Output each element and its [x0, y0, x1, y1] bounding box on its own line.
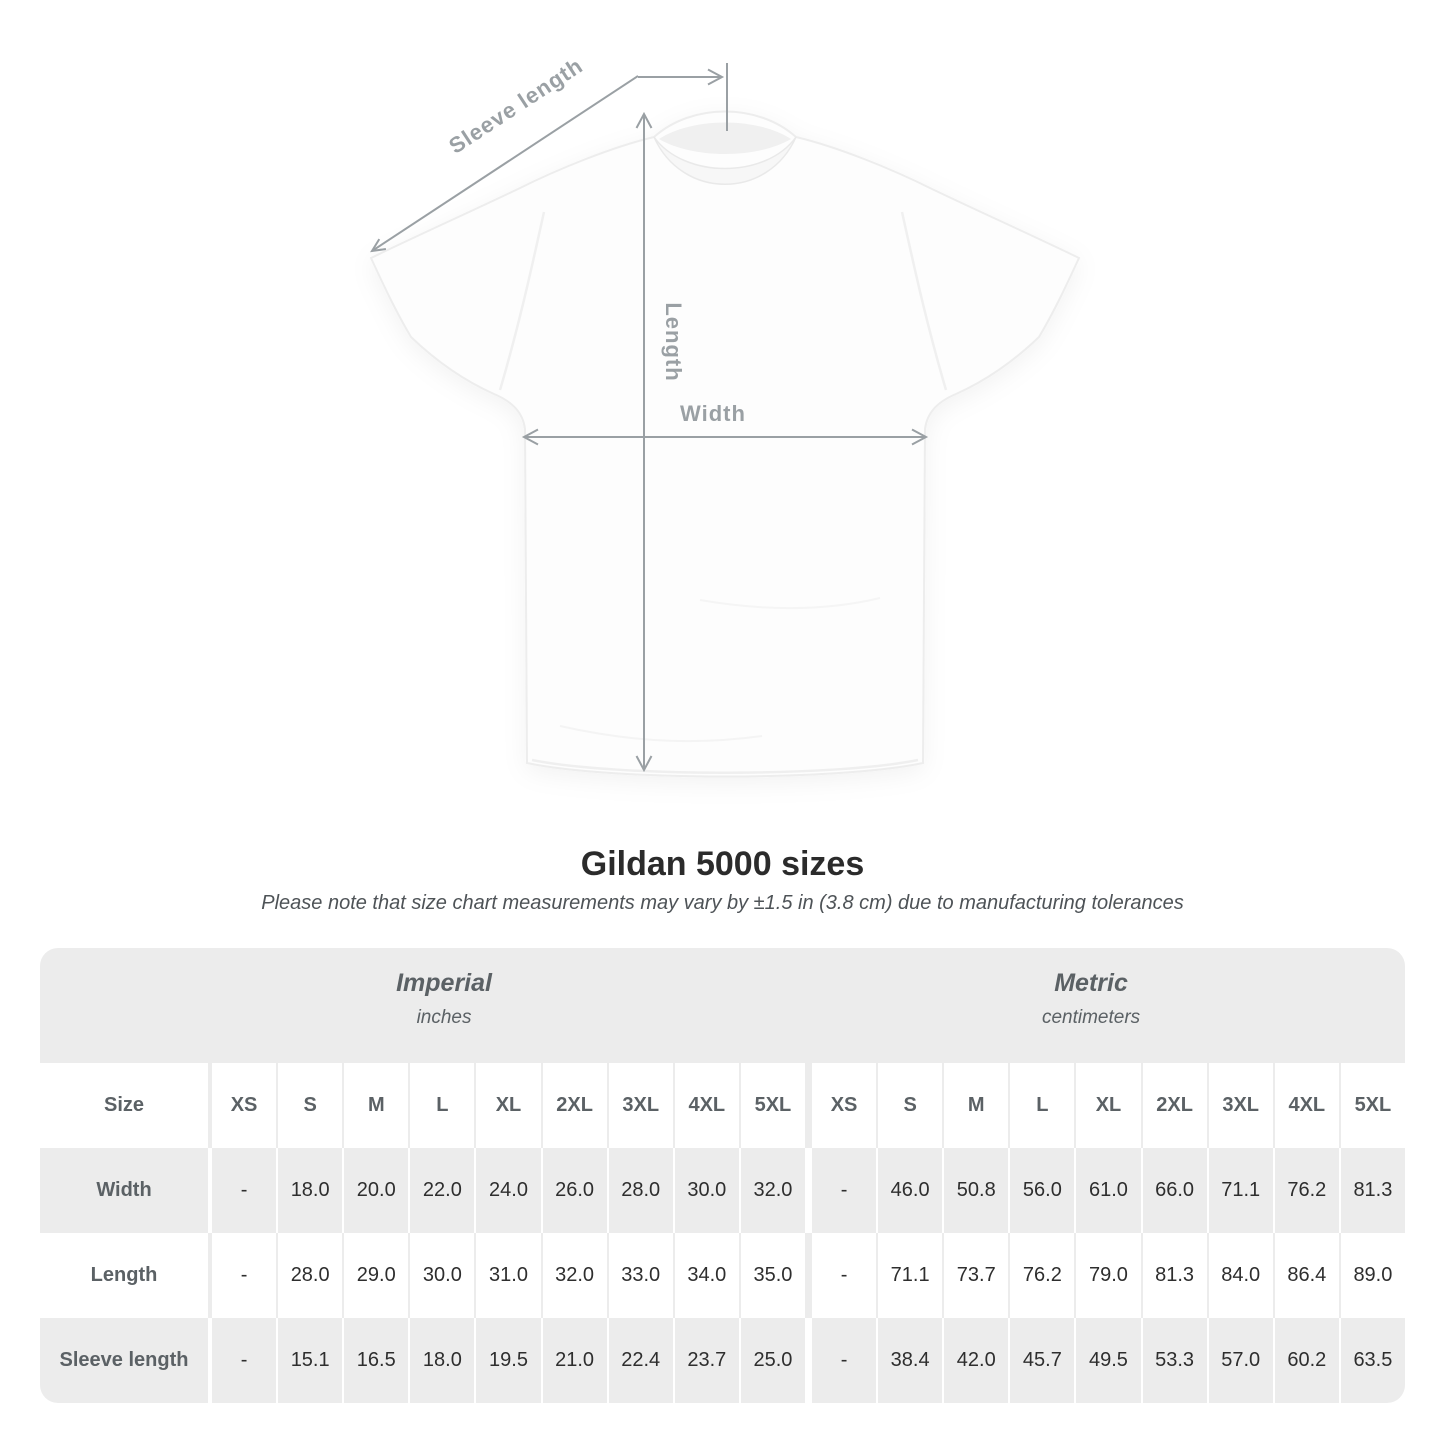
cell: 18.0 — [408, 1318, 474, 1403]
cell: 84.0 — [1206, 1233, 1273, 1318]
cell: 86.4 — [1272, 1233, 1339, 1318]
cell: - — [208, 1148, 276, 1233]
cell: 60.2 — [1272, 1318, 1339, 1403]
cell: 56.0 — [1008, 1148, 1074, 1233]
metric-title: Metric — [1054, 969, 1128, 997]
cell: 71.1 — [876, 1233, 942, 1318]
col-header: XL — [1074, 1063, 1140, 1148]
size-header-row: Size XS S M L XL 2XL 3XL 4XL 5XL XS S M … — [40, 1063, 1405, 1148]
cell: 66.0 — [1140, 1148, 1207, 1233]
cell: 33.0 — [606, 1233, 673, 1318]
cell: 31.0 — [474, 1233, 540, 1318]
col-header: M — [342, 1063, 408, 1148]
cell: 45.7 — [1008, 1318, 1074, 1403]
cell: 35.0 — [738, 1233, 805, 1318]
cell: 24.0 — [474, 1148, 540, 1233]
cell: - — [804, 1148, 876, 1233]
cell: 16.5 — [342, 1318, 408, 1403]
col-header: M — [942, 1063, 1008, 1148]
cell: 28.0 — [276, 1233, 342, 1318]
cell: 71.1 — [1206, 1148, 1273, 1233]
imperial-unit: inches — [416, 1007, 472, 1028]
cell: 46.0 — [876, 1148, 942, 1233]
cell: 79.0 — [1074, 1233, 1140, 1318]
col-header: XS — [208, 1063, 276, 1148]
cell: 50.8 — [942, 1148, 1008, 1233]
col-header: XS — [804, 1063, 876, 1148]
cell: 76.2 — [1008, 1233, 1074, 1318]
table-row-width: Width - 18.0 20.0 22.0 24.0 26.0 28.0 30… — [40, 1148, 1405, 1233]
tolerance-note: Please note that size chart measurements… — [261, 892, 1184, 914]
cell: 22.0 — [408, 1148, 474, 1233]
col-header: S — [876, 1063, 942, 1148]
cell: 42.0 — [942, 1318, 1008, 1403]
table-row-length: Length - 28.0 29.0 30.0 31.0 32.0 33.0 3… — [40, 1233, 1405, 1318]
cell: 29.0 — [342, 1233, 408, 1318]
row-label: Sleeve length — [59, 1349, 189, 1371]
tshirt-diagram: Sleeve length Length Width — [369, 53, 1081, 778]
cell: 38.4 — [876, 1318, 942, 1403]
table-row-sleeve-length: Sleeve length - 15.1 16.5 18.0 19.5 21.0… — [40, 1318, 1405, 1403]
tshirt-photo — [369, 110, 1081, 778]
size-corner-header: Size — [103, 1094, 145, 1116]
cell: - — [208, 1318, 276, 1403]
sleeve-length-label: Sleeve length — [444, 53, 587, 159]
collar — [653, 136, 797, 185]
imperial-title: Imperial — [396, 969, 492, 997]
col-header: 4XL — [672, 1063, 739, 1148]
cell: 53.3 — [1140, 1318, 1207, 1403]
cell: 28.0 — [606, 1148, 673, 1233]
col-header: 5XL — [738, 1063, 805, 1148]
cell: 81.3 — [1140, 1233, 1207, 1318]
cell: 25.0 — [738, 1318, 805, 1403]
cell: 32.0 — [540, 1233, 607, 1318]
row-label: Width — [96, 1179, 152, 1201]
cell: 61.0 — [1074, 1148, 1140, 1233]
size-table: Imperial inches Metric centimeters Size … — [40, 948, 1405, 1403]
page-title: Gildan 5000 sizes — [580, 845, 865, 883]
cell: 22.4 — [606, 1318, 673, 1403]
col-header: 2XL — [1140, 1063, 1207, 1148]
cell: 15.1 — [276, 1318, 342, 1403]
cell: 21.0 — [540, 1318, 607, 1403]
cell: 30.0 — [408, 1233, 474, 1318]
col-header: 4XL — [1272, 1063, 1339, 1148]
cell: 49.5 — [1074, 1318, 1140, 1403]
cell: 63.5 — [1338, 1318, 1405, 1403]
col-header: XL — [474, 1063, 540, 1148]
cell: - — [804, 1318, 876, 1403]
cell: 26.0 — [540, 1148, 607, 1233]
cell: 32.0 — [738, 1148, 805, 1233]
metric-unit: centimeters — [1041, 1007, 1141, 1028]
row-label: Length — [90, 1264, 158, 1286]
col-header: 3XL — [1206, 1063, 1273, 1148]
width-label: Width — [680, 401, 746, 426]
cell: 76.2 — [1272, 1148, 1339, 1233]
collar-inner-shadow — [659, 122, 791, 154]
cell: 18.0 — [276, 1148, 342, 1233]
cell: 34.0 — [672, 1233, 739, 1318]
cell: 57.0 — [1206, 1318, 1273, 1403]
cell: - — [804, 1233, 876, 1318]
col-header: L — [408, 1063, 474, 1148]
cell: 23.7 — [672, 1318, 739, 1403]
units-band: Imperial inches Metric centimeters — [40, 948, 1405, 1063]
cell: 30.0 — [672, 1148, 739, 1233]
col-header: L — [1008, 1063, 1074, 1148]
cell: 81.3 — [1338, 1148, 1405, 1233]
cell: - — [208, 1233, 276, 1318]
col-header: 2XL — [540, 1063, 607, 1148]
col-header: S — [276, 1063, 342, 1148]
cell: 73.7 — [942, 1233, 1008, 1318]
cell: 19.5 — [474, 1318, 540, 1403]
col-header: 3XL — [606, 1063, 673, 1148]
sleeve-length-arrow — [371, 75, 639, 252]
length-label: Length — [661, 302, 686, 381]
metric-unit-header: Metric centimeters — [1042, 969, 1140, 1029]
cell: 20.0 — [342, 1148, 408, 1233]
cell: 89.0 — [1338, 1233, 1405, 1318]
imperial-unit-header: Imperial inches — [396, 969, 492, 1029]
col-header: 5XL — [1338, 1063, 1405, 1148]
